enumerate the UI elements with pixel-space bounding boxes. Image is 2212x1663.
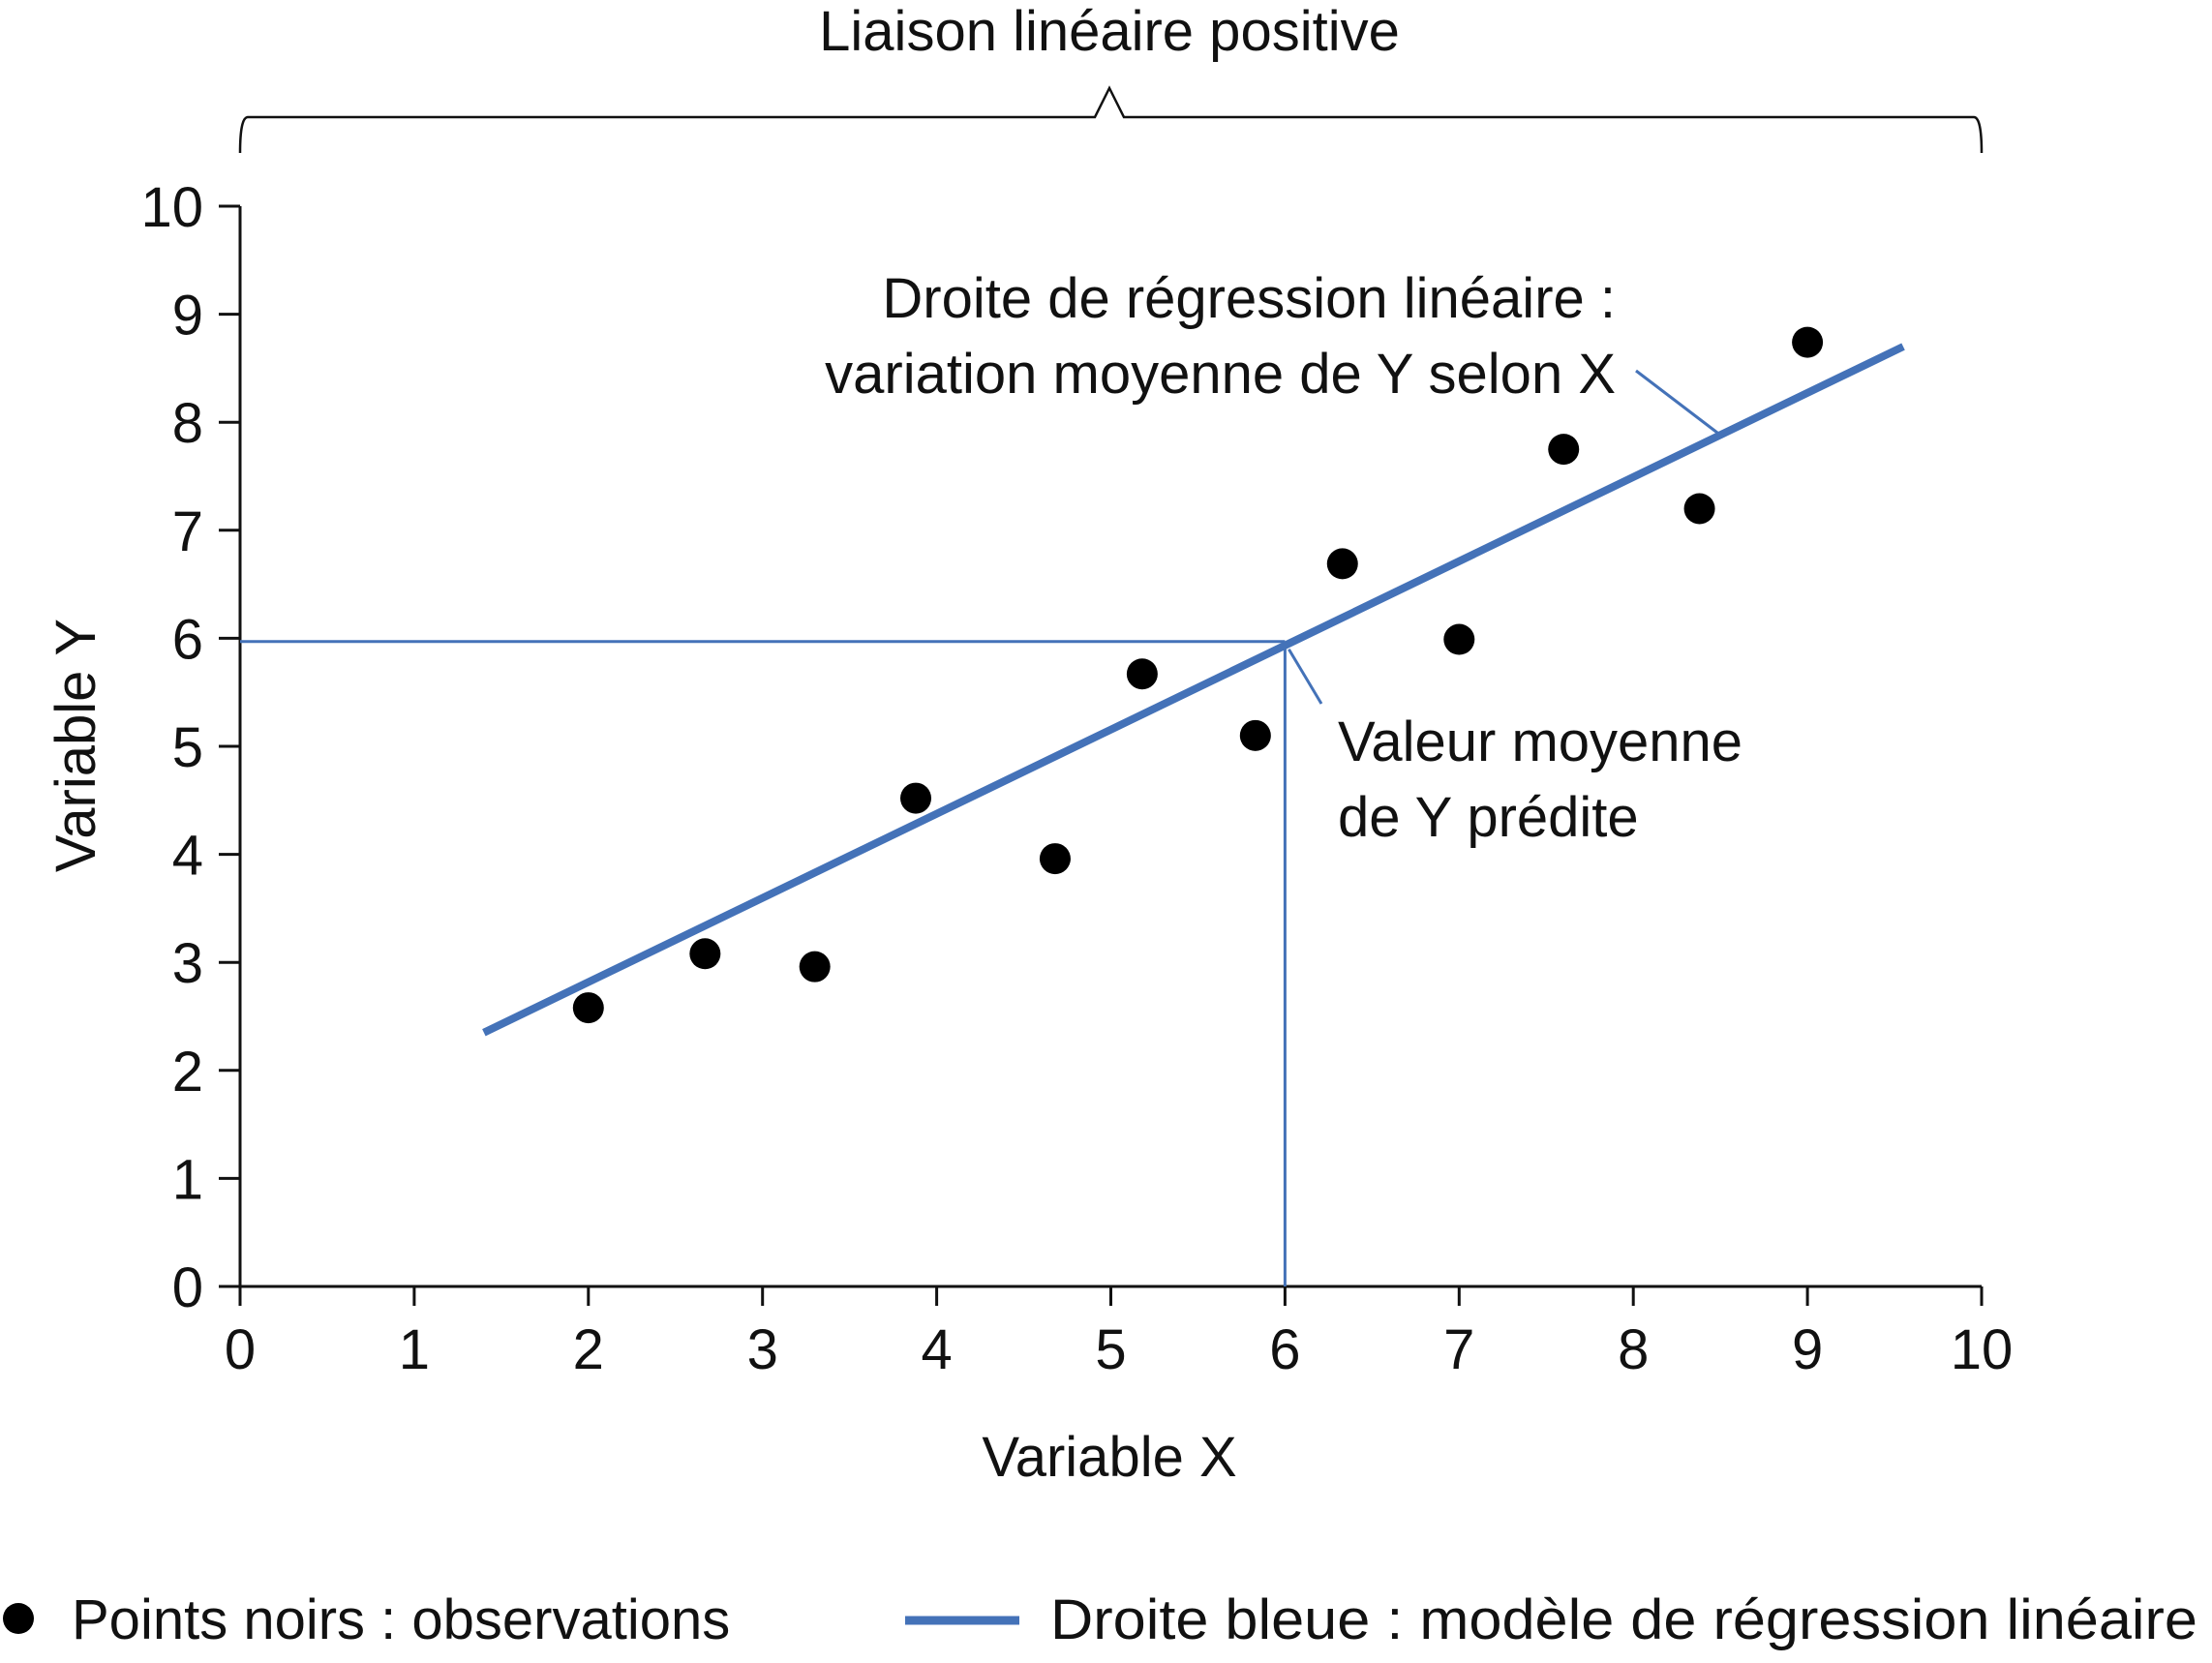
y-tick-label: 8 [172,392,203,455]
observation-point [1443,623,1475,655]
legend: Points noirs : observations Droite bleue… [3,1588,2197,1651]
x-axis-label: Variable X [982,1426,1236,1489]
y-tick-label: 7 [172,500,203,563]
observation-point [799,951,831,983]
title-brace [238,85,1984,154]
x-tick-label: 6 [1269,1318,1300,1381]
observation-point [1326,548,1358,580]
annotations: Droite de régression linéaire : variation… [825,267,1742,849]
x-tick-label: 2 [573,1318,604,1381]
x-tick-label: 1 [399,1318,430,1381]
legend-item-regression-line: Droite bleue : modèle de régression liné… [1050,1588,2197,1651]
y-tick-label: 1 [172,1148,203,1211]
observation-point [1792,326,1824,358]
x-tick-label: 4 [921,1318,952,1381]
x-tick-label: 5 [1095,1318,1126,1381]
regression-annotation: Droite de régression linéaire : variation… [825,267,1616,406]
regression-label-leader [1635,369,1722,437]
axes: 0 1 2 3 4 5 6 7 8 9 10 0 1 2 3 4 5 6 7 8 9 10 [140,176,2013,1381]
x-tick-label: 9 [1792,1318,1823,1381]
prediction-guides [240,640,1287,1286]
y-axis-label: Variable Y [45,619,107,872]
regression-line [482,343,1905,1037]
regression-annotation-line: variation moyenne de Y selon X [825,343,1616,406]
y-tick-label: 10 [140,176,203,239]
prediction-annotation-line: de Y prédite [1338,786,1639,849]
y-tick-label: 4 [172,825,203,888]
prediction-label-leader [1288,648,1323,705]
x-tick-label: 0 [225,1318,256,1381]
y-tick-label: 5 [172,716,203,779]
y-tick-label: 2 [172,1041,203,1104]
x-tick-label: 8 [1618,1318,1649,1381]
legend-item-observations: Points noirs : observations [72,1588,730,1651]
y-tick-label: 0 [172,1256,203,1319]
chart-title: Liaison linéaire positive [819,0,1400,63]
prediction-annotation-line: Valeur moyenne [1338,711,1742,773]
observation-point [1126,658,1158,690]
x-tick-label: 7 [1443,1318,1474,1381]
regression-annotation-line: Droite de régression linéaire : [882,267,1616,330]
y-tick-label: 9 [172,285,203,348]
observation-point [689,938,721,970]
x-tick-label: 3 [747,1318,778,1381]
plot-series [482,326,1905,1037]
x-tick-label: 10 [1951,1318,2014,1381]
observation-point [1548,434,1580,466]
observation-point [1239,719,1271,751]
observation-point [1039,843,1071,875]
observation-point [1683,493,1715,525]
observation-point [572,992,604,1024]
observation-point [900,782,932,814]
legend-dot-marker [3,1603,34,1634]
prediction-annotation: Valeur moyenne de Y prédite [1338,711,1742,849]
y-tick-label: 3 [172,932,203,995]
y-tick-label: 6 [172,608,203,671]
